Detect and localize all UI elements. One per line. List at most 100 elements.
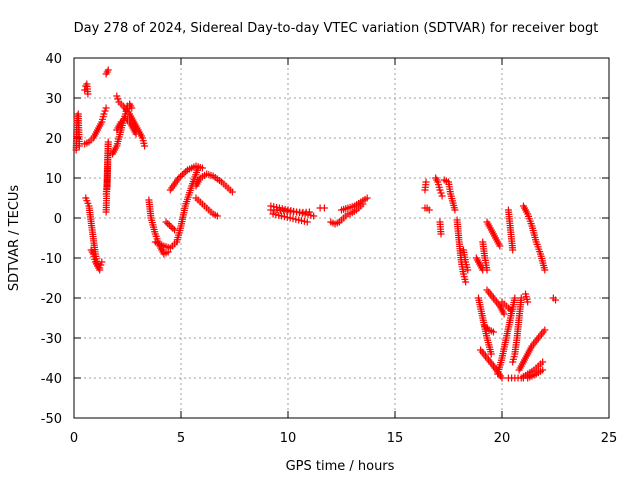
x-axis-label: GPS time / hours bbox=[286, 459, 395, 474]
data-point bbox=[541, 326, 549, 334]
y-axis-label: SDTVAR / TECUs bbox=[7, 185, 22, 292]
data-point bbox=[141, 142, 149, 150]
data-points bbox=[72, 66, 559, 382]
data-point bbox=[75, 142, 83, 150]
data-point bbox=[507, 306, 515, 314]
data-point bbox=[539, 366, 547, 374]
series-arc-22 bbox=[338, 194, 371, 214]
data-point bbox=[198, 164, 206, 172]
series-arc-27 bbox=[436, 218, 445, 238]
axis-ticks: 0 5 10 15 20 25 -50 -40 -30 -20 -10 0 10 20 30 40 bbox=[41, 52, 618, 446]
series-arc-33 bbox=[483, 218, 504, 250]
data-point bbox=[524, 298, 532, 306]
data-point bbox=[178, 171, 186, 179]
series-arc-29 bbox=[453, 216, 470, 286]
data-point bbox=[363, 194, 371, 202]
data-point bbox=[320, 204, 328, 212]
x-tick-label: 20 bbox=[494, 431, 511, 446]
series-arc-38 bbox=[494, 294, 519, 378]
x-tick-label: 15 bbox=[387, 431, 404, 446]
x-tick-label: 10 bbox=[280, 431, 297, 446]
data-point bbox=[496, 242, 504, 250]
series-arc-39 bbox=[498, 298, 515, 314]
plot-frame bbox=[73, 57, 610, 419]
data-point bbox=[98, 258, 106, 266]
data-point bbox=[213, 212, 221, 220]
data-point bbox=[498, 374, 506, 382]
y-tick-label: -20 bbox=[41, 292, 62, 307]
data-point bbox=[165, 221, 173, 229]
data-point bbox=[500, 310, 508, 318]
data-point bbox=[102, 104, 110, 112]
series-arc-18 bbox=[269, 210, 311, 226]
series-arc-24 bbox=[421, 204, 433, 214]
series-arc-40 bbox=[509, 294, 525, 366]
data-point bbox=[425, 206, 433, 214]
data-point bbox=[310, 212, 318, 220]
data-point bbox=[101, 107, 109, 115]
series-arc-47 bbox=[549, 294, 559, 304]
y-tick-label: 0 bbox=[54, 212, 62, 227]
series-arc-16 bbox=[192, 194, 221, 220]
series-arc-32 bbox=[479, 238, 491, 274]
x-tick-label: 0 bbox=[70, 431, 78, 446]
data-point bbox=[228, 188, 236, 196]
data-point bbox=[541, 266, 549, 274]
data-point bbox=[97, 261, 105, 269]
series-arc-31 bbox=[472, 254, 487, 274]
grid-lines bbox=[74, 58, 609, 418]
data-point bbox=[437, 189, 445, 197]
y-tick-label: 20 bbox=[45, 132, 62, 147]
data-point bbox=[462, 278, 470, 286]
series-arc-14 bbox=[162, 218, 179, 234]
series-arc-10 bbox=[113, 114, 140, 138]
data-point bbox=[464, 266, 472, 274]
data-point bbox=[180, 169, 188, 177]
series-arc-01 bbox=[72, 110, 83, 154]
data-point bbox=[104, 66, 112, 74]
series-arc-03 bbox=[81, 104, 110, 148]
data-point bbox=[164, 220, 172, 228]
data-point bbox=[171, 226, 179, 234]
data-point bbox=[509, 246, 517, 254]
series-arc-26 bbox=[432, 174, 446, 200]
data-point bbox=[489, 328, 497, 336]
series-arc-20 bbox=[316, 204, 328, 212]
series-arc-30 bbox=[459, 246, 472, 274]
data-point bbox=[182, 168, 190, 176]
data-point bbox=[303, 218, 311, 226]
y-tick-label: 40 bbox=[45, 52, 62, 67]
y-tick-label: 30 bbox=[45, 92, 62, 107]
series-arc-05 bbox=[87, 246, 106, 272]
data-point bbox=[483, 266, 491, 274]
data-point bbox=[305, 208, 313, 216]
data-point bbox=[175, 174, 183, 182]
data-point bbox=[539, 358, 547, 366]
data-point bbox=[487, 350, 495, 358]
series-arc-44 bbox=[519, 366, 547, 382]
y-tick-label: -40 bbox=[41, 372, 62, 387]
series-arc-13 bbox=[166, 162, 206, 194]
data-point bbox=[177, 172, 185, 180]
series-arc-15 bbox=[192, 170, 236, 196]
data-point bbox=[113, 92, 121, 100]
data-point bbox=[132, 130, 140, 138]
x-tick-label: 5 bbox=[177, 431, 185, 446]
data-point bbox=[100, 110, 108, 118]
y-tick-label: 10 bbox=[45, 172, 62, 187]
series-arc-07 bbox=[102, 66, 112, 78]
y-tick-label: -10 bbox=[41, 252, 62, 267]
data-point bbox=[451, 206, 459, 214]
series-arc-21 bbox=[327, 210, 352, 228]
y-tick-label: -50 bbox=[41, 412, 62, 427]
series-arc-19 bbox=[267, 206, 313, 216]
data-point bbox=[128, 104, 136, 112]
series-arc-46 bbox=[522, 290, 532, 306]
x-tick-label: 25 bbox=[601, 431, 618, 446]
data-point bbox=[162, 218, 170, 226]
series-arc-37 bbox=[481, 322, 497, 336]
data-point bbox=[511, 294, 519, 302]
data-point bbox=[437, 230, 445, 238]
data-point bbox=[438, 192, 446, 200]
